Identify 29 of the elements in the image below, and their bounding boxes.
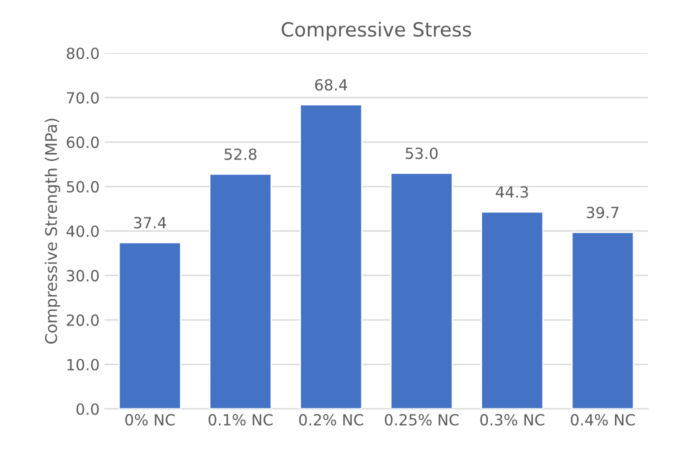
y-tick-label: 0.0 bbox=[76, 403, 99, 415]
data-label: 44.3 bbox=[496, 186, 528, 198]
bar bbox=[118, 242, 182, 409]
y-tick-label: 40.0 bbox=[66, 225, 99, 238]
x-tick-label: 0% NC bbox=[125, 414, 175, 426]
x-tick-label: 0.3% NC bbox=[480, 414, 544, 426]
y-tick-label: 60.0 bbox=[66, 136, 99, 148]
y-axis-title: Compressive Strength (MPa) bbox=[44, 118, 60, 344]
data-label: 68.4 bbox=[315, 79, 348, 91]
data-label: 53.0 bbox=[406, 148, 438, 160]
bar bbox=[300, 104, 363, 409]
y-tick-label: 10.0 bbox=[67, 358, 99, 370]
bar bbox=[208, 173, 272, 409]
chart-title: Compressive Stress bbox=[282, 22, 472, 41]
data-label: 37.4 bbox=[134, 216, 166, 228]
bar bbox=[571, 232, 634, 409]
x-tick-label: 0.2% NC bbox=[299, 414, 364, 426]
x-tick-label: 0.25% NC bbox=[384, 414, 459, 426]
x-tick-label: 0.1% NC bbox=[208, 414, 273, 426]
bar bbox=[480, 211, 544, 409]
data-label: 39.7 bbox=[586, 206, 618, 218]
data-label: 52.8 bbox=[224, 148, 256, 160]
y-tick-label: 30.0 bbox=[66, 270, 99, 282]
x-tick-label: 0.4% NC bbox=[570, 414, 635, 426]
y-tick-label: 50.0 bbox=[66, 181, 99, 193]
bar bbox=[390, 172, 454, 409]
y-tick-label: 80.0 bbox=[66, 48, 99, 60]
y-tick-label: 20.0 bbox=[66, 314, 99, 326]
y-tick-label: 70.0 bbox=[67, 92, 99, 104]
